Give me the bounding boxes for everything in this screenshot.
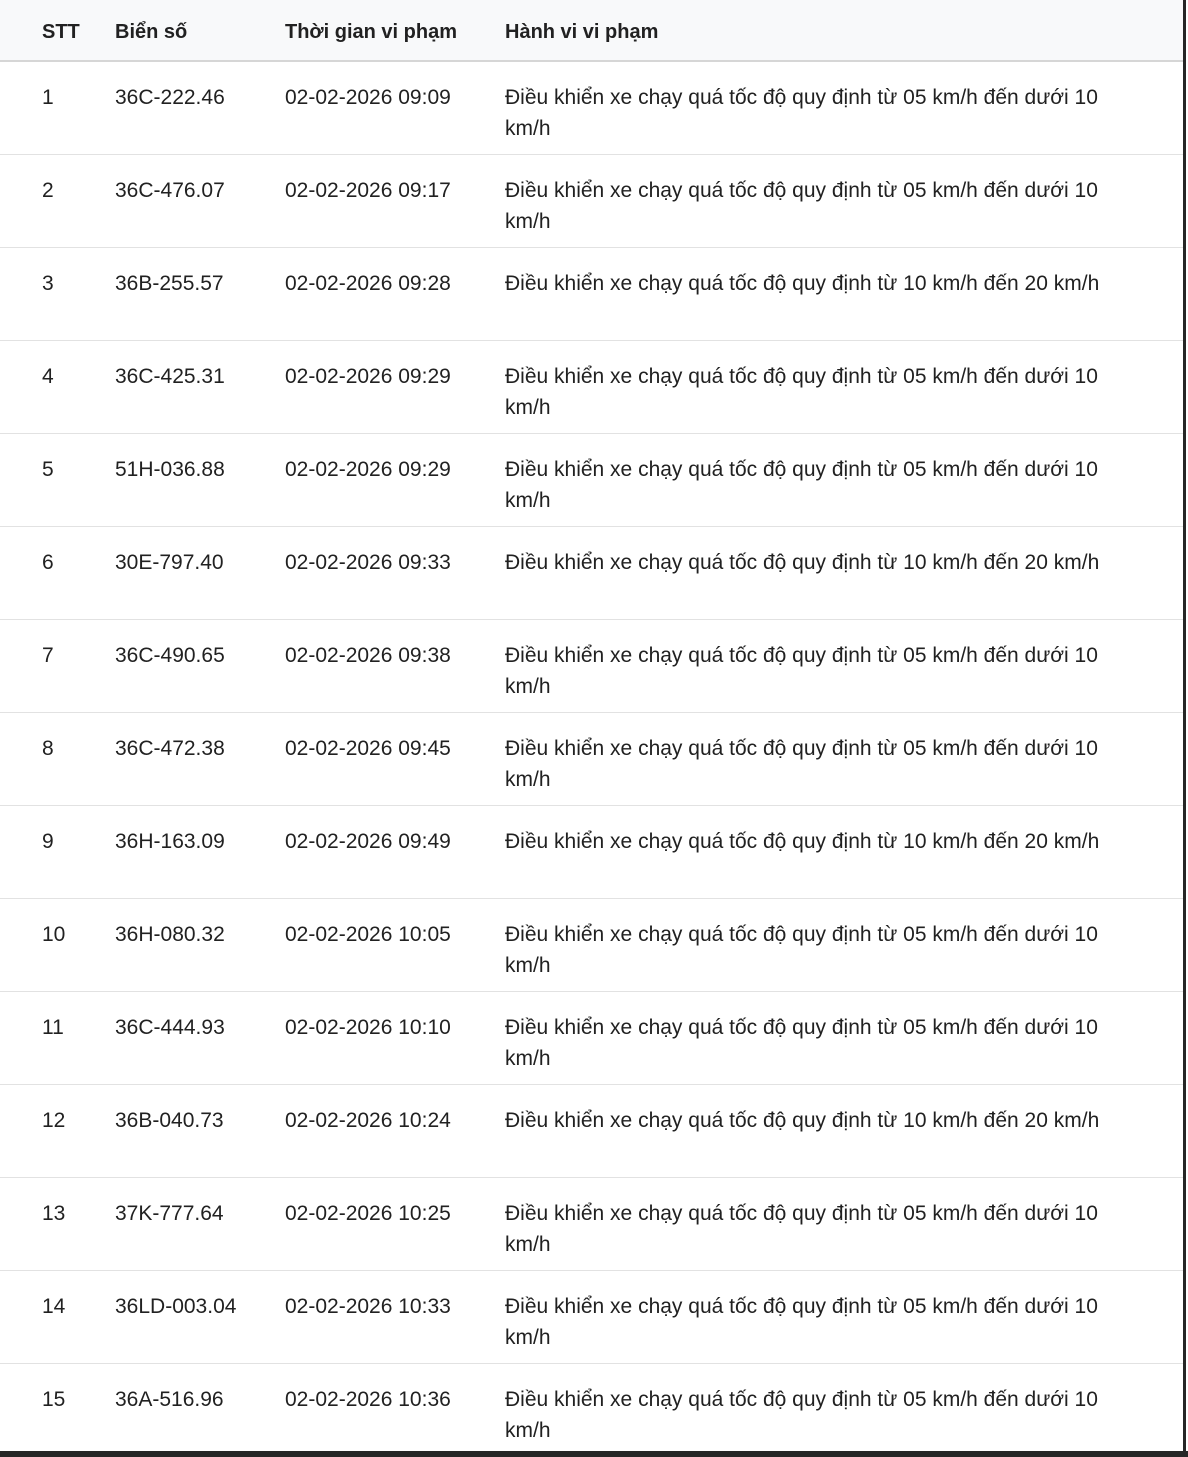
frame-bottom-edge [0,1451,1188,1457]
stt-cell: 10 [0,898,115,992]
plate-cell: 36LD-003.04 [115,1270,285,1364]
time-cell: 02-02-2026 09:17 [285,154,505,248]
behavior-cell: Điều khiển xe chạy quá tốc độ quy định t… [505,1177,1183,1271]
plate-cell: 36C-444.93 [115,991,285,1085]
behavior-cell: Điều khiển xe chạy quá tốc độ quy định t… [505,805,1183,899]
time-cell: 02-02-2026 09:49 [285,805,505,899]
table-row: 5 51H-036.88 02-02-2026 09:29 Điều khiển xe… [0,433,1183,527]
table-row: 10 36H-080.32 02-02-2026 10:05 Điều khiển x… [0,898,1183,992]
table-row: 14 36LD-003.04 02-02-2026 10:33 Điều khiển … [0,1270,1183,1364]
stt-cell: 9 [0,805,115,899]
time-cell: 02-02-2026 10:05 [285,898,505,992]
time-cell: 02-02-2026 09:38 [285,619,505,713]
plate-cell: 36B-040.73 [115,1084,285,1178]
behavior-cell: Điều khiển xe chạy quá tốc độ quy định t… [505,61,1183,155]
table-row: 13 37K-777.64 02-02-2026 10:25 Điều khiển x… [0,1177,1183,1271]
stt-cell: 8 [0,712,115,806]
plate-cell: 30E-797.40 [115,526,285,620]
behavior-cell: Điều khiển xe chạy quá tốc độ quy định t… [505,898,1183,992]
time-cell: 02-02-2026 09:33 [285,526,505,620]
time-cell: 02-02-2026 09:29 [285,433,505,527]
stt-cell: 4 [0,340,115,434]
time-cell: 02-02-2026 09:45 [285,712,505,806]
stt-cell: 12 [0,1084,115,1178]
stt-cell: 6 [0,526,115,620]
table-row: 7 36C-490.65 02-02-2026 09:38 Điều khiển xe… [0,619,1183,713]
table-row: 12 36B-040.73 02-02-2026 10:24 Điều khiển x… [0,1084,1183,1178]
plate-cell: 37K-777.64 [115,1177,285,1271]
stt-cell: 2 [0,154,115,248]
plate-cell: 36C-222.46 [115,61,285,155]
table-row: 2 36C-476.07 02-02-2026 09:17 Điều khiển xe… [0,154,1183,248]
stt-cell: 14 [0,1270,115,1364]
plate-cell: 36C-425.31 [115,340,285,434]
time-cell: 02-02-2026 10:24 [285,1084,505,1178]
table-body: 1 36C-222.46 02-02-2026 09:09 Điều khiển xe… [0,61,1183,1457]
behavior-cell: Điều khiển xe chạy quá tốc độ quy định t… [505,154,1183,248]
behavior-cell: Điều khiển xe chạy quá tốc độ quy định t… [505,340,1183,434]
column-header-time: Thời gian vi phạm [285,0,505,62]
behavior-cell: Điều khiển xe chạy quá tốc độ quy định t… [505,991,1183,1085]
plate-cell: 36C-476.07 [115,154,285,248]
behavior-cell: Điều khiển xe chạy quá tốc độ quy định t… [505,1084,1183,1178]
behavior-cell: Điều khiển xe chạy quá tốc độ quy định t… [505,247,1183,341]
plate-cell: 36H-080.32 [115,898,285,992]
table-row: 9 36H-163.09 02-02-2026 09:49 Điều khiển xe… [0,805,1183,899]
table-row: 8 36C-472.38 02-02-2026 09:45 Điều khiển xe… [0,712,1183,806]
plate-cell: 36H-163.09 [115,805,285,899]
table-row: 11 36C-444.93 02-02-2026 10:10 Điều khiển x… [0,991,1183,1085]
time-cell: 02-02-2026 09:29 [285,340,505,434]
time-cell: 02-02-2026 10:36 [285,1363,505,1457]
table-row: 1 36C-222.46 02-02-2026 09:09 Điều khiển xe… [0,61,1183,155]
stt-cell: 3 [0,247,115,341]
time-cell: 02-02-2026 09:09 [285,61,505,155]
table-header-row: STT Biển số Thời gian vi phạm Hành vi vi… [0,0,1183,62]
plate-cell: 36B-255.57 [115,247,285,341]
column-header-stt: STT [0,0,115,62]
plate-cell: 36A-516.96 [115,1363,285,1457]
behavior-cell: Điều khiển xe chạy quá tốc độ quy định t… [505,526,1183,620]
time-cell: 02-02-2026 09:28 [285,247,505,341]
behavior-cell: Điều khiển xe chạy quá tốc độ quy định t… [505,1363,1183,1457]
stt-cell: 11 [0,991,115,1085]
behavior-cell: Điều khiển xe chạy quá tốc độ quy định t… [505,712,1183,806]
time-cell: 02-02-2026 10:33 [285,1270,505,1364]
table-row: 15 36A-516.96 02-02-2026 10:36 Điều khiển x… [0,1363,1183,1457]
stt-cell: 7 [0,619,115,713]
table-row: 6 30E-797.40 02-02-2026 09:33 Điều khiển xe… [0,526,1183,620]
plate-cell: 36C-490.65 [115,619,285,713]
column-header-behavior: Hành vi vi phạm [505,0,1183,62]
time-cell: 02-02-2026 10:10 [285,991,505,1085]
behavior-cell: Điều khiển xe chạy quá tốc độ quy định t… [505,619,1183,713]
stt-cell: 15 [0,1363,115,1457]
behavior-cell: Điều khiển xe chạy quá tốc độ quy định t… [505,433,1183,527]
table-row: 4 36C-425.31 02-02-2026 09:29 Điều khiển xe… [0,340,1183,434]
time-cell: 02-02-2026 10:25 [285,1177,505,1271]
plate-cell: 51H-036.88 [115,433,285,527]
plate-cell: 36C-472.38 [115,712,285,806]
column-header-plate: Biển số [115,0,285,62]
stt-cell: 5 [0,433,115,527]
stt-cell: 13 [0,1177,115,1271]
behavior-cell: Điều khiển xe chạy quá tốc độ quy định t… [505,1270,1183,1364]
stt-cell: 1 [0,61,115,155]
frame-right-edge [1183,0,1186,1457]
table-row: 3 36B-255.57 02-02-2026 09:28 Điều khiển xe… [0,247,1183,341]
